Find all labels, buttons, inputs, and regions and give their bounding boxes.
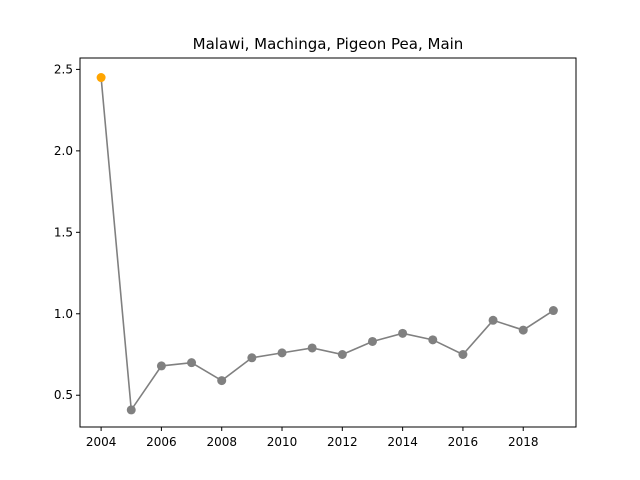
x-tick-label: 2014 [387,435,418,449]
y-tick-label: 1.0 [54,307,73,321]
x-tick-label: 2016 [448,435,479,449]
x-tick-label: 2008 [206,435,237,449]
series-layer [96,73,558,415]
highlighted-data-point [96,73,106,83]
data-point [217,376,227,386]
data-point [337,350,347,360]
y-tick-label: 2.5 [54,62,73,76]
x-tick-label: 2010 [267,435,298,449]
plot-frame [79,57,577,428]
data-point [548,306,558,316]
data-point [398,328,408,338]
y-tick-label: 1.5 [54,225,73,239]
series-line [100,77,554,413]
y-tick-label: 2.0 [54,144,73,158]
x-tick-label: 2004 [86,435,117,449]
data-point [458,350,468,360]
chart-title: Malawi, Machinga, Pigeon Pea, Main [193,35,464,53]
x-tick-label: 2018 [508,435,539,449]
data-point [488,315,498,325]
data-point [187,358,197,368]
data-point [156,361,166,371]
x-tick-label: 2012 [327,435,358,449]
data-point [247,353,257,363]
x-tick-label: 2006 [146,435,177,449]
data-point [307,343,317,353]
data-point [518,325,528,335]
data-point [126,405,136,415]
axes: 2004 2006 2008 2010 2012 2014 2016 2018 0.5 1.0 1.… [54,62,539,449]
data-point [367,336,377,346]
data-point [277,348,287,358]
data-point [428,335,438,345]
y-tick-label: 0.5 [54,388,73,402]
